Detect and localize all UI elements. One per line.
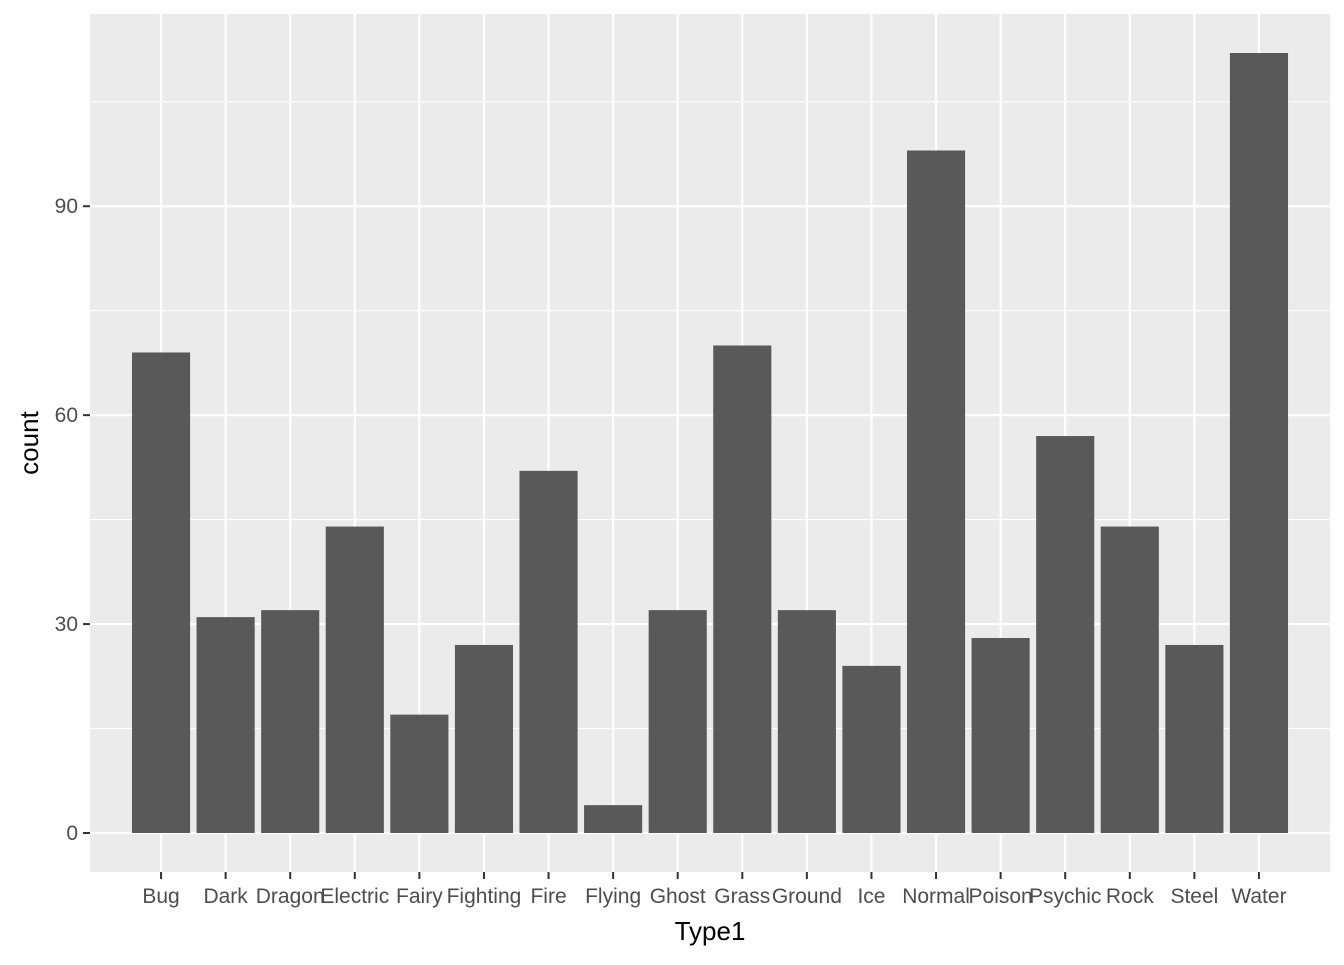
x-tick-label: Dark [203, 885, 248, 908]
x-tick-label: Poison [969, 885, 1033, 908]
bar-fire [519, 470, 578, 833]
y-tick-label: 60 [55, 404, 78, 427]
bar-fighting [454, 644, 514, 833]
x-tick-label: Ghost [650, 885, 706, 908]
y-axis-ticks: 0 30 60 90 [55, 195, 90, 845]
x-tick-label: Psychic [1029, 885, 1101, 908]
bar-flying [584, 805, 643, 833]
bar-ghost [648, 610, 707, 833]
bar-ground [777, 610, 836, 833]
x-tick-label: Fairy [396, 885, 443, 908]
y-tick-label: 90 [55, 195, 78, 218]
x-tick-label: Ice [857, 885, 885, 908]
y-tick-label: 30 [55, 613, 78, 636]
bar-water [1229, 53, 1289, 833]
x-axis-title: Type1 [675, 916, 746, 946]
bar-rock [1100, 526, 1159, 833]
bar-bug [131, 352, 191, 833]
x-tick-label: Fire [530, 885, 566, 908]
x-tick-label: Flying [585, 885, 641, 908]
bar-grass [713, 345, 772, 833]
bar-ice [842, 665, 901, 833]
bar-electric [325, 526, 384, 833]
bar-poison [971, 638, 1030, 833]
bar-dragon [261, 610, 320, 833]
x-tick-label: Normal [902, 885, 970, 908]
bar-psychic [1036, 436, 1095, 833]
x-tick-label: Fighting [447, 885, 522, 908]
x-tick-label: Dragon [256, 885, 325, 908]
x-tick-label: Bug [142, 885, 179, 908]
bar-steel [1165, 644, 1224, 833]
x-tick-label: Grass [714, 885, 770, 908]
bar-dark [196, 617, 255, 833]
bar-fairy [390, 714, 449, 833]
y-axis-title: count [14, 410, 44, 474]
x-tick-label: Electric [320, 885, 389, 908]
x-tick-label: Rock [1106, 885, 1154, 908]
bars [131, 53, 1289, 833]
x-tick-label: Water [1231, 885, 1286, 908]
y-tick-label: 0 [66, 822, 78, 845]
x-tick-label: Steel [1170, 885, 1218, 908]
x-tick-label: Ground [772, 885, 842, 908]
bar-normal [906, 150, 966, 833]
